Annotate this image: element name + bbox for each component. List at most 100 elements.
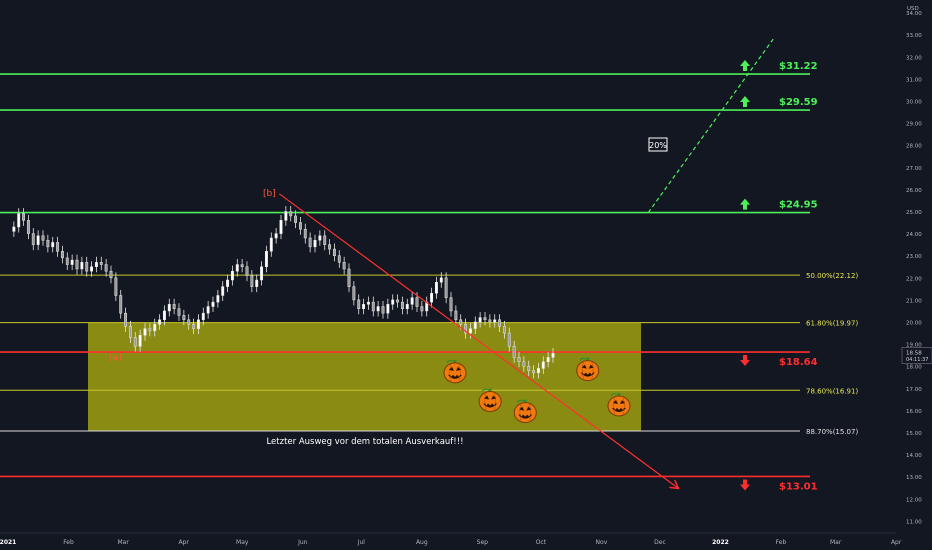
y-tick-label: 33.00	[906, 33, 922, 39]
svg-text:20%: 20%	[649, 141, 667, 150]
price-level-label: $24.95	[779, 200, 818, 211]
candle	[473, 316, 477, 335]
pumpkin-icon	[607, 392, 631, 417]
candle	[226, 274, 230, 293]
price-level-label: $31.22	[779, 61, 818, 72]
y-tick-label: 16.00	[906, 409, 922, 415]
candle	[230, 265, 234, 286]
candle	[36, 230, 40, 251]
candle	[332, 243, 336, 262]
candle	[124, 307, 128, 332]
candle	[90, 261, 94, 277]
y-tick-label: 22.00	[906, 276, 922, 282]
wave-label-a: [a]	[109, 353, 122, 363]
candle	[26, 214, 30, 240]
candle	[546, 351, 550, 368]
x-tick-label: 2022	[712, 539, 729, 546]
candle	[211, 296, 215, 313]
candle	[22, 208, 26, 226]
candle	[133, 331, 137, 352]
candle	[12, 221, 16, 237]
candle	[430, 287, 434, 308]
x-tick-label: Feb	[776, 539, 787, 546]
candle	[99, 256, 103, 271]
price-level-label: $29.59	[779, 97, 818, 108]
candle	[527, 360, 531, 377]
candle	[172, 298, 176, 315]
y-tick-label: 29.00	[906, 122, 922, 128]
candle	[167, 298, 171, 317]
candle	[104, 259, 108, 277]
pumpkin-icon	[478, 388, 502, 413]
x-tick-label: Jul	[357, 539, 366, 546]
candle	[192, 318, 196, 335]
x-tick-label: Aug	[416, 539, 428, 546]
candle	[138, 329, 142, 352]
y-tick-label: 23.00	[906, 254, 922, 260]
y-tick-label: 24.00	[906, 232, 922, 238]
candle	[51, 236, 55, 253]
x-tick-label: Apr	[891, 539, 902, 546]
price-levels-layer: $31.22 $29.59 $24.95 $18.64 $13.01	[0, 60, 818, 492]
zone-annotation-text: Letzter Ausweg vor dem totalen Ausverkau…	[266, 437, 463, 447]
candle	[498, 314, 502, 332]
candle	[454, 305, 458, 326]
y-tick-label: 12.00	[906, 497, 922, 503]
candle	[352, 281, 356, 306]
fib-level-label: 50.00%(22.12)	[806, 272, 858, 280]
candle	[41, 230, 45, 246]
candle	[381, 301, 385, 319]
arrow-down-icon	[740, 355, 750, 367]
candle	[420, 301, 424, 317]
y-tick-label: 20.00	[906, 321, 922, 327]
candle	[119, 289, 123, 319]
candle	[468, 323, 472, 339]
fibonacci-levels-layer: 50.00%(22.12) 61.80%(19.97) 78.60%(16.91) 8…	[0, 272, 858, 436]
candle	[255, 274, 259, 293]
price-level-label: $18.64	[779, 357, 818, 368]
y-tick-label: 17.00	[906, 387, 922, 393]
pumpkin-icon	[513, 399, 537, 424]
candle	[182, 309, 186, 326]
candle	[279, 214, 283, 240]
price-level-label: $13.01	[779, 481, 818, 492]
candle	[405, 298, 409, 315]
arrow-down-icon	[740, 479, 750, 491]
x-tick-label: Apr	[178, 539, 189, 546]
y-tick-label: 34.00	[906, 11, 922, 17]
candle	[439, 272, 443, 288]
candle	[245, 261, 249, 282]
candle	[328, 239, 332, 255]
candle	[434, 276, 438, 299]
candle	[65, 252, 69, 271]
candle	[551, 347, 555, 363]
candle	[187, 314, 191, 330]
candle	[260, 261, 264, 286]
wave-label-b: [b]	[263, 189, 276, 199]
arrow-up-icon	[740, 96, 750, 108]
candle	[507, 327, 511, 352]
candle	[31, 228, 35, 251]
retracement-zone	[88, 322, 641, 431]
candle	[201, 307, 205, 326]
candle	[532, 365, 536, 379]
candle	[109, 265, 113, 284]
candle	[464, 318, 468, 339]
x-tick-label: Dec	[654, 539, 666, 546]
x-tick-label: Mar	[830, 539, 842, 546]
candle	[313, 234, 317, 253]
candle	[318, 230, 322, 246]
y-tick-label: 26.00	[906, 188, 922, 194]
candle	[376, 301, 380, 317]
candle	[323, 230, 327, 251]
candle	[240, 259, 244, 273]
trendlines-layer	[278, 38, 774, 488]
y-tick-label: 18.00	[906, 365, 922, 371]
candle	[56, 236, 60, 257]
candle	[357, 294, 361, 315]
candle	[216, 289, 220, 308]
candle	[114, 272, 118, 302]
candle	[70, 254, 74, 271]
candle	[400, 296, 404, 315]
